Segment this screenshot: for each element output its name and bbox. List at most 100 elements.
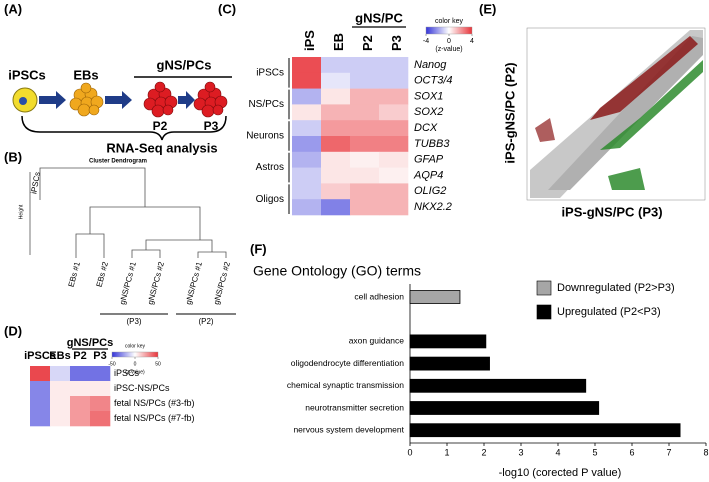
- bar: [409, 423, 681, 438]
- heatmap-cell: [292, 72, 322, 89]
- heatmap-cell: [292, 183, 322, 200]
- row-group-label: Neurons: [246, 131, 284, 142]
- scatter-cloud: [530, 30, 703, 198]
- heatmap-cell: [292, 167, 322, 184]
- heatmap-cell: [321, 57, 351, 74]
- row-label: iPSC-NS/PCs: [114, 383, 170, 393]
- color-key-tick-label: 50: [155, 361, 161, 367]
- group-label: gNS/PCs: [157, 57, 212, 72]
- color-key-title: color key: [125, 343, 146, 349]
- heatmap-cell: [90, 396, 111, 412]
- row-label: TUBB3: [414, 138, 450, 150]
- color-key-label: (z-value): [125, 369, 145, 375]
- category-label: cell adhesion: [354, 291, 404, 301]
- x-tick-label: 0: [407, 447, 412, 457]
- heatmap-cell: [321, 88, 351, 105]
- row-label: DCX: [414, 122, 438, 134]
- column-group-label: gNS/PC: [355, 10, 403, 25]
- color-key-label: (z-value): [435, 46, 462, 53]
- row-label: AQP4: [413, 169, 443, 181]
- color-key-tick-label: 0: [447, 38, 451, 45]
- heatmap-cell: [70, 396, 91, 412]
- row-label: SOX1: [414, 90, 443, 102]
- x-axis-label: -log10 (corected P value): [499, 467, 622, 479]
- heatmap-cell: [379, 120, 409, 137]
- heatmap-cell: [350, 120, 380, 137]
- bar: [409, 290, 461, 304]
- color-key: [425, 26, 473, 35]
- heatmap-cell: [30, 366, 51, 382]
- column-label: iPS: [302, 30, 317, 51]
- heatmap-cell: [350, 57, 380, 74]
- eb-icon: [69, 82, 104, 117]
- panel-label: (B): [4, 149, 22, 164]
- x-axis-label: iPS-gNS/PC (P3): [561, 204, 662, 219]
- color-key-tick-label: -50: [108, 361, 115, 367]
- heatmap-cell: [90, 411, 111, 427]
- heatmap-cell: [70, 411, 91, 427]
- column-label: EB: [331, 33, 346, 51]
- x-tick-label: 5: [592, 447, 597, 457]
- x-tick-label: 4: [555, 447, 560, 457]
- heatmap-cell: [70, 381, 91, 397]
- leaf-label: gNS/PCs #2: [212, 260, 232, 305]
- heatmap-cell: [379, 72, 409, 89]
- panel-label: (E): [479, 1, 496, 16]
- heatmap-cell: [379, 183, 409, 200]
- heatmap-cell: [379, 104, 409, 121]
- column-label: P3: [389, 35, 404, 51]
- heatmap-cell: [90, 366, 111, 382]
- heatmap-cell: [379, 57, 409, 74]
- bar: [409, 401, 600, 415]
- heatmap-cell: [292, 199, 322, 216]
- brace: [21, 115, 227, 141]
- leaf-label: EBs #2: [95, 260, 111, 288]
- row-label: iPSCs: [114, 368, 140, 378]
- row-group-label: iPSCs: [256, 67, 284, 78]
- heatmap-cell: [292, 120, 322, 137]
- passage-label: P3: [204, 119, 219, 133]
- heatmap-cell: [350, 136, 380, 153]
- heatmap-cell: [30, 381, 51, 397]
- legend-label: Downregulated (P2>P3): [557, 282, 675, 294]
- column-group-label: gNS/PCs: [67, 337, 113, 349]
- category-label: neurotransmitter secretion: [305, 402, 404, 412]
- heatmap-cell: [379, 136, 409, 153]
- heatmap-cell: [50, 381, 71, 397]
- x-tick-label: 3: [518, 447, 523, 457]
- heatmap-cell: [321, 183, 351, 200]
- column-label: EBs: [49, 350, 70, 362]
- x-tick-label: 6: [629, 447, 634, 457]
- heatmap-cell: [379, 88, 409, 105]
- dendrogram: [29, 167, 227, 258]
- heatmap-cell: [321, 151, 351, 168]
- panel-label: (F): [250, 241, 267, 256]
- chart-title: Gene Ontology (GO) terms: [253, 263, 421, 279]
- heatmap-cell: [292, 57, 322, 74]
- heatmap-cell: [50, 366, 71, 382]
- ipsc-nucleus: [19, 97, 27, 105]
- row-label: fetal NS/PCs (#3-fb): [114, 398, 195, 408]
- x-tick-label: 7: [666, 447, 671, 457]
- group-label: (P2): [198, 317, 213, 326]
- arrow: [39, 91, 195, 109]
- heatmap-cell: [321, 136, 351, 153]
- color-key: [111, 351, 159, 358]
- bar: [409, 334, 487, 349]
- category-label: oligodendrocyte differentiation: [291, 358, 405, 368]
- color-key-tick-label: -4: [423, 38, 429, 45]
- heatmap-cell: [350, 88, 380, 105]
- column-label: P3: [93, 350, 106, 362]
- heatmap-cell: [292, 136, 322, 153]
- row-label: fetal NS/PCs (#7-fb): [114, 413, 195, 423]
- heatmap-cell: [379, 167, 409, 184]
- category-label: chemical synaptic transmission: [287, 380, 404, 390]
- heatmap-cell: [292, 88, 322, 105]
- passage-label: P2: [153, 119, 168, 133]
- heatmap-cell: [321, 104, 351, 121]
- heatmap-cell: [350, 104, 380, 121]
- row-group-label: Oligos: [256, 194, 284, 205]
- color-key-tick-label: 4: [470, 38, 474, 45]
- row-label: OCT3/4: [414, 75, 453, 87]
